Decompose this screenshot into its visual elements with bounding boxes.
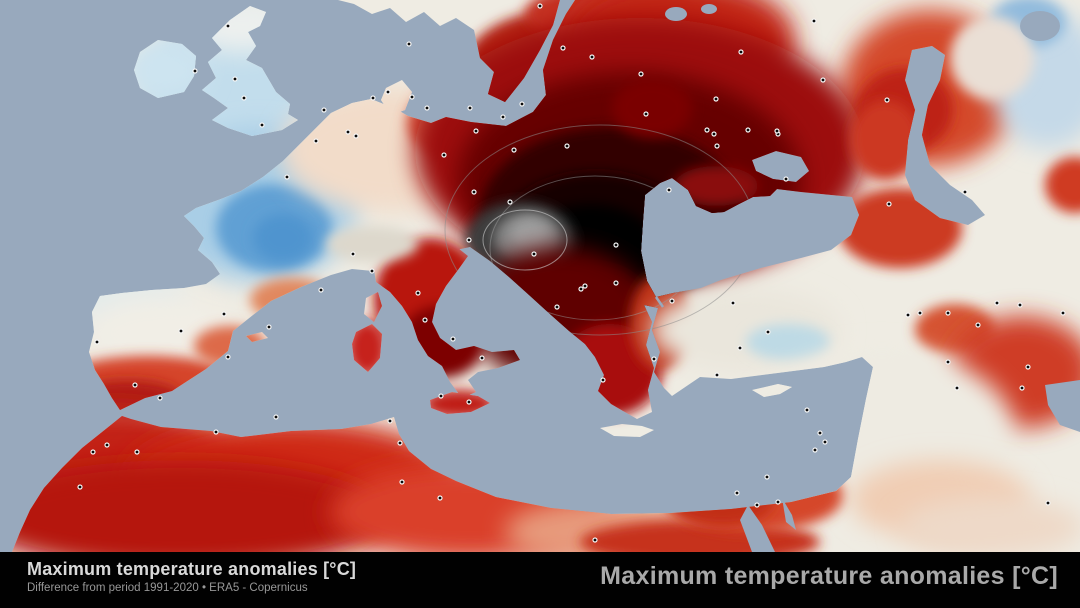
anomaly-map [12, 0, 1080, 552]
bosporus-strait [654, 296, 665, 308]
map-subtitle: Difference from period 1991-2020 • ERA5 … [27, 582, 308, 594]
persian-gulf [1045, 380, 1080, 432]
gulf-of-aqaba [782, 498, 796, 530]
lakes-and-gulfs [654, 4, 1080, 552]
caption-left: Maximum temperature anomalies [°C] Diffe… [27, 559, 356, 594]
overlay-title: Maximum temperature anomalies [°C] [600, 562, 1058, 590]
lake-ladoga [665, 7, 687, 21]
aral-sea [1020, 11, 1060, 41]
europe-map-svg [12, 0, 1080, 552]
map-title: Maximum temperature anomalies [°C] [27, 559, 357, 579]
red-sea [740, 505, 775, 552]
lake-onega [701, 4, 717, 14]
caption-bar: Maximum temperature anomalies [°C] Diffe… [0, 552, 1080, 608]
city-markers [77, 3, 1066, 543]
